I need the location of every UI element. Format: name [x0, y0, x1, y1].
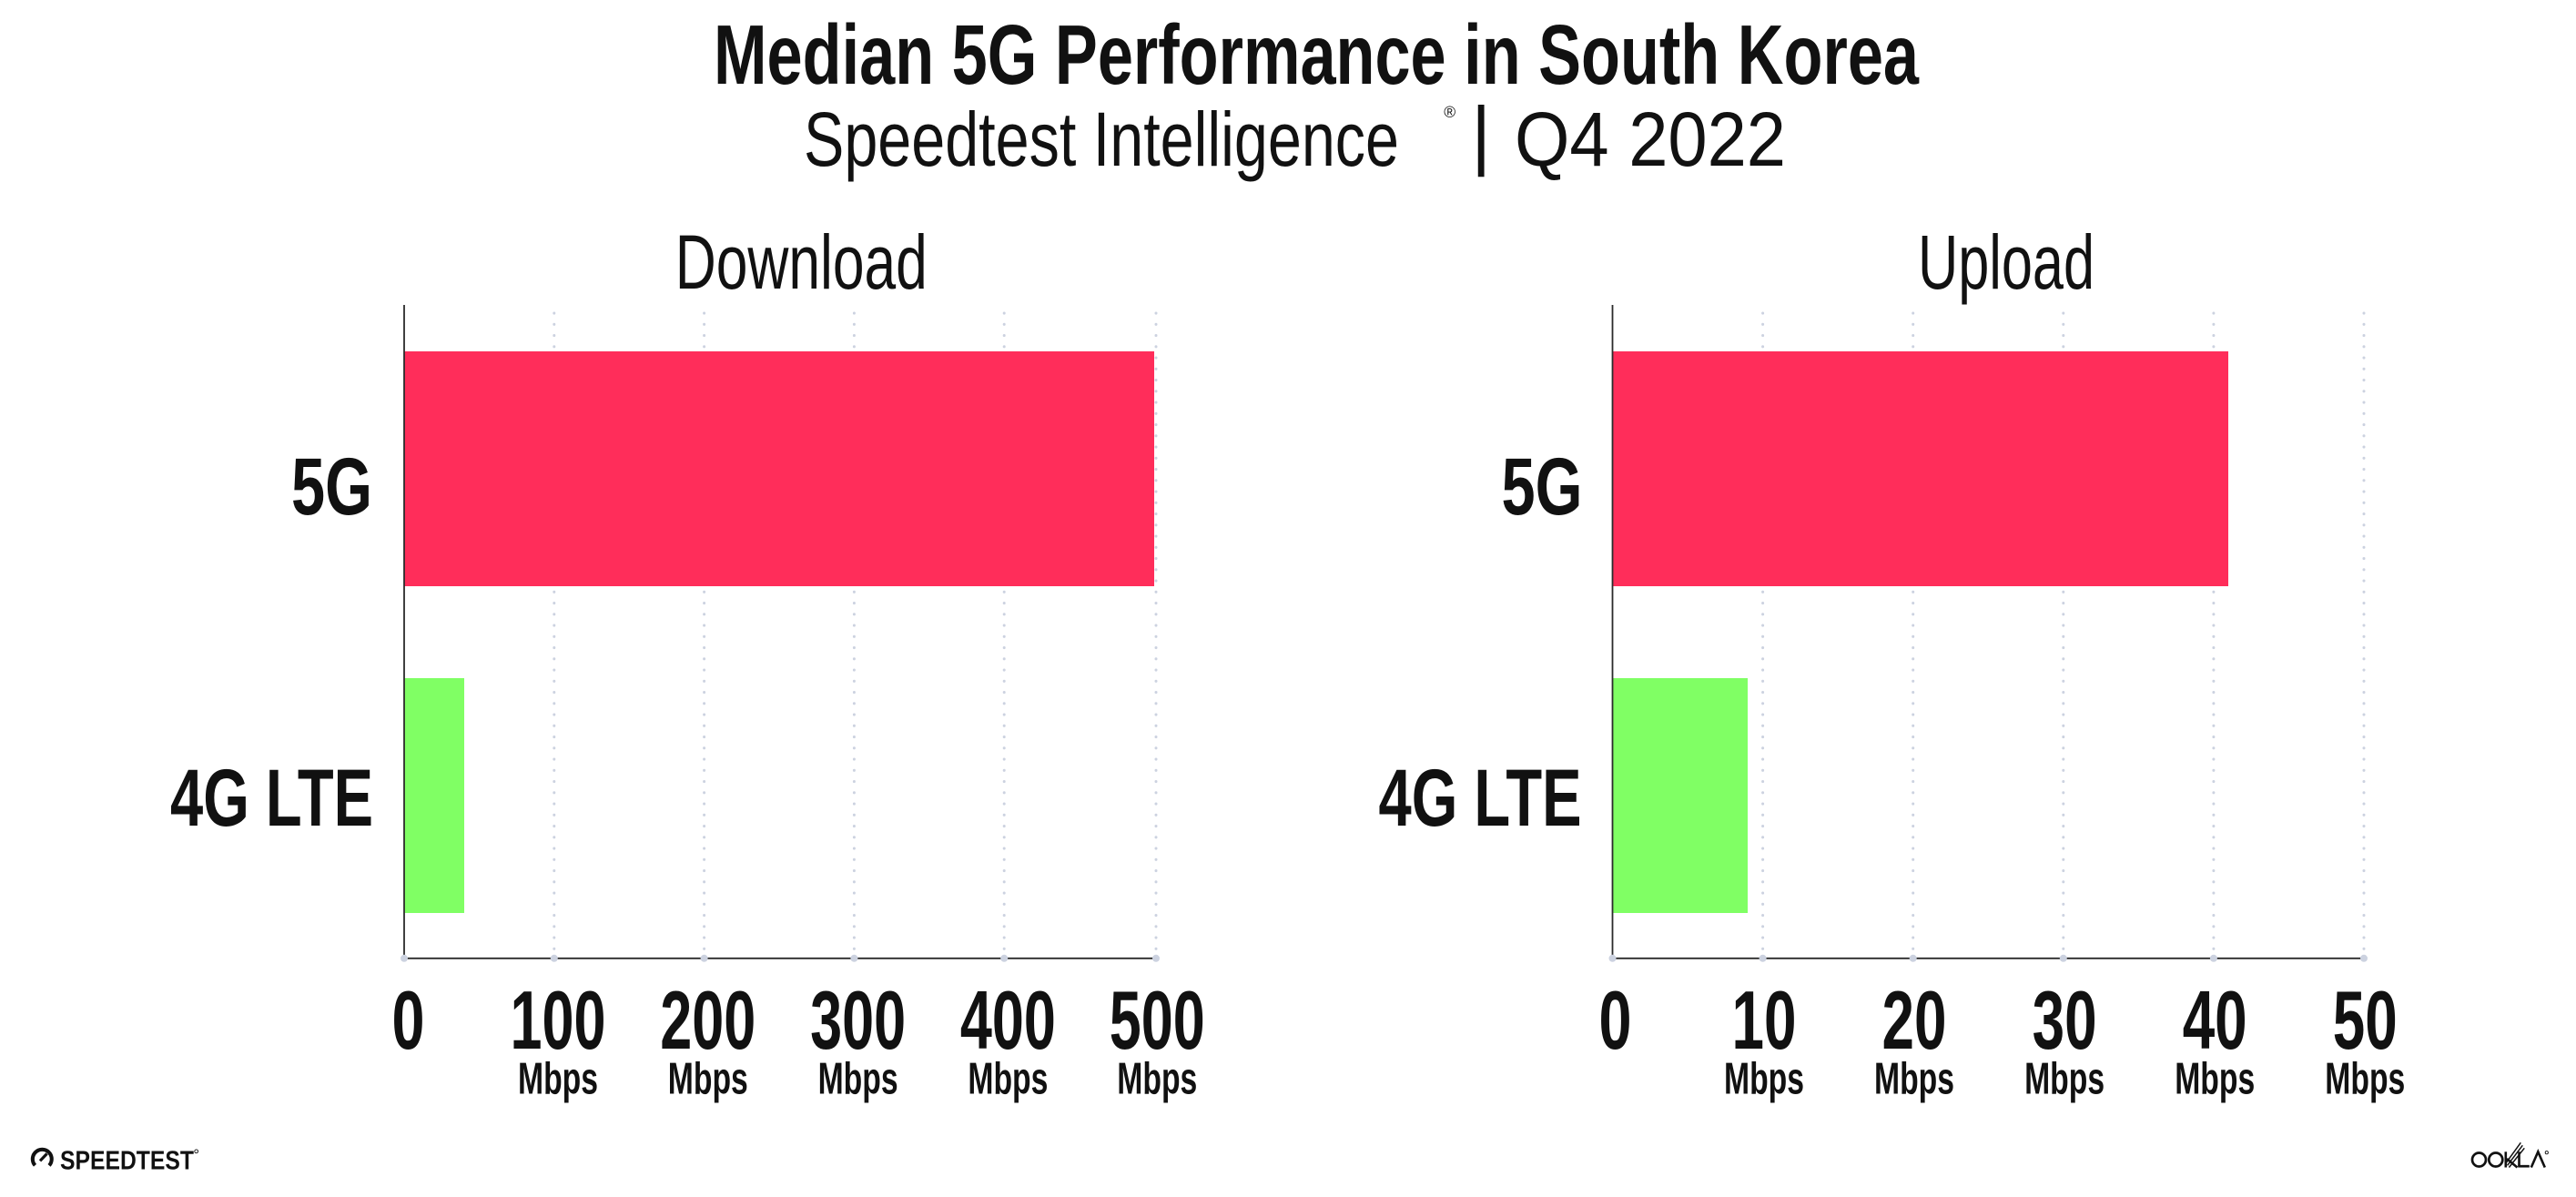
svg-text:Mbps: Mbps — [1874, 1055, 1954, 1104]
svg-text:Mbps: Mbps — [968, 1055, 1048, 1104]
svg-text:10: 10 — [1732, 975, 1797, 1067]
svg-text:Median 5G Performance in South: Median 5G Performance in South Korea — [714, 7, 1920, 102]
svg-text:30: 30 — [2033, 975, 2097, 1067]
svg-text:5G: 5G — [1502, 441, 1583, 532]
svg-text:0: 0 — [1599, 975, 1632, 1067]
svg-text:®︎: ®︎ — [1444, 103, 1455, 121]
svg-text:Mbps: Mbps — [2325, 1055, 2405, 1104]
svg-text:Download: Download — [675, 219, 928, 305]
svg-text:Mbps: Mbps — [2175, 1055, 2255, 1104]
svg-text:Mbps: Mbps — [818, 1055, 898, 1104]
svg-text:100: 100 — [511, 975, 606, 1067]
svg-text:300: 300 — [810, 975, 906, 1067]
svg-text:SPEEDTEST: SPEEDTEST — [60, 1147, 195, 1176]
svg-text:Mbps: Mbps — [668, 1055, 748, 1104]
svg-text:Upload: Upload — [1918, 219, 2094, 305]
svg-text:Speedtest Intelligence: Speedtest Intelligence — [804, 96, 1399, 182]
svg-text:400: 400 — [960, 975, 1056, 1067]
svg-text:500: 500 — [1110, 975, 1205, 1067]
svg-text:20: 20 — [1882, 975, 1947, 1067]
svg-text:5G: 5G — [291, 441, 372, 532]
svg-text:Mbps: Mbps — [2024, 1055, 2104, 1104]
svg-text:Q4 2022: Q4 2022 — [1515, 96, 1786, 182]
svg-text:50: 50 — [2333, 975, 2398, 1067]
svg-text:40: 40 — [2183, 975, 2247, 1067]
svg-text:4G LTE: 4G LTE — [1379, 752, 1582, 843]
svg-text:0: 0 — [392, 975, 425, 1067]
svg-text:Mbps: Mbps — [1724, 1055, 1804, 1104]
svg-text:Mbps: Mbps — [1117, 1055, 1197, 1104]
svg-text:200: 200 — [660, 975, 756, 1067]
svg-text:|: | — [1471, 91, 1491, 177]
svg-text:4G LTE: 4G LTE — [170, 752, 373, 843]
svg-text:Mbps: Mbps — [518, 1055, 598, 1104]
